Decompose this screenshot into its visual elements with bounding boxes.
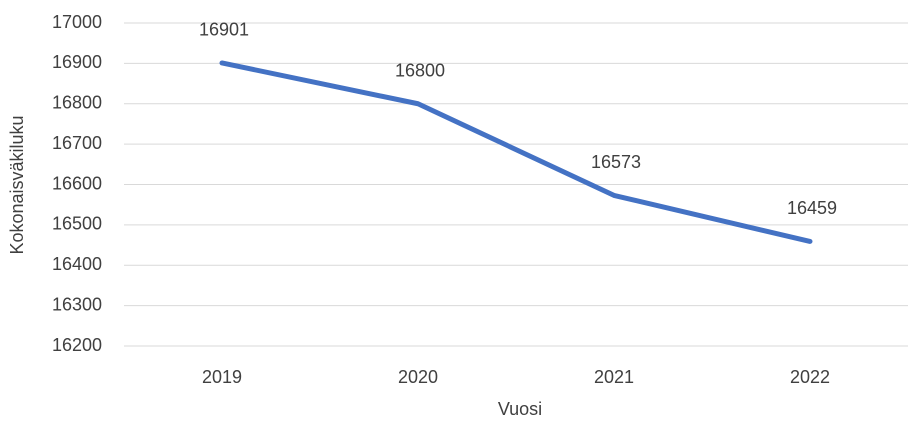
x-tick-label: 2020	[398, 367, 438, 387]
y-tick-label: 16200	[52, 335, 102, 355]
y-tick-label: 16400	[52, 254, 102, 274]
y-tick-label: 16600	[52, 173, 102, 193]
y-tick-label: 16900	[52, 52, 102, 72]
x-tick-label: 2019	[202, 367, 242, 387]
data-label: 16573	[591, 152, 641, 172]
data-line	[219, 60, 813, 244]
x-tick-label: 2021	[594, 367, 634, 387]
data-label: 16459	[787, 198, 837, 218]
x-axis-label: Vuosi	[498, 399, 542, 419]
y-tick-label: 16700	[52, 133, 102, 153]
data-label: 16800	[395, 61, 445, 81]
x-tick-label: 2022	[790, 367, 830, 387]
data-label: 16901	[199, 20, 249, 40]
y-tick-label: 16800	[52, 93, 102, 113]
y-tick-label: 16500	[52, 214, 102, 234]
y-axis-label: Kokonaisväkiluku	[7, 115, 27, 254]
y-tick-label: 16300	[52, 294, 102, 314]
y-tick-label: 17000	[52, 12, 102, 32]
